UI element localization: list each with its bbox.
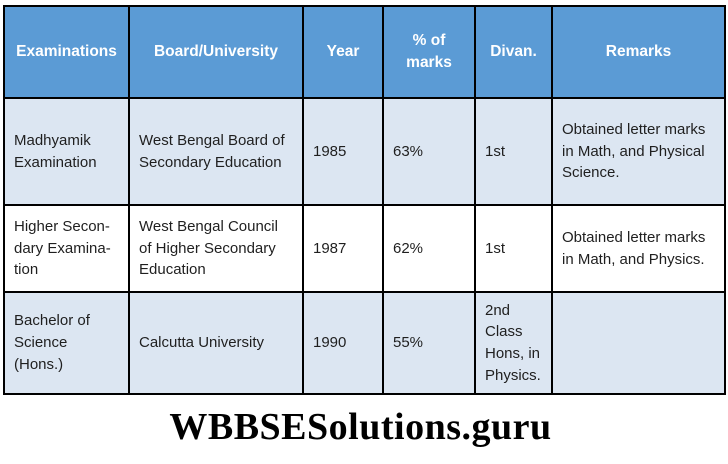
table-row: Madhyamik Examination West Bengal Board …	[3, 97, 726, 206]
cell-board: West Bengal Board of Secondary Education	[128, 97, 304, 206]
cell-year: 1987	[302, 204, 384, 293]
cell-examination: Higher Secon- dary Examina- tion	[3, 204, 130, 293]
cell-marks: 62%	[382, 204, 476, 293]
cell-division: 1st	[474, 204, 553, 293]
cell-examination: Madhyamik Examination	[3, 97, 130, 206]
column-header-remarks: Remarks	[551, 5, 726, 99]
cell-board: West Bengal Council of Higher Secondary …	[128, 204, 304, 293]
table-row: Higher Secon- dary Examina- tion West Be…	[3, 204, 726, 293]
cell-marks: 55%	[382, 291, 476, 395]
table-row: Bachelor of Science (Hons.) Calcutta Uni…	[3, 291, 726, 395]
column-header-examinations: Examinations	[3, 5, 130, 99]
column-header-percent-of-marks: % of marks	[382, 5, 476, 99]
column-header-year: Year	[302, 5, 384, 99]
column-header-board-university: Board/University	[128, 5, 304, 99]
column-header-division: Divan.	[474, 5, 553, 99]
cell-division: 1st	[474, 97, 553, 206]
cell-board: Calcutta University	[128, 291, 304, 395]
cell-remarks	[551, 291, 726, 395]
cell-marks: 63%	[382, 97, 476, 206]
table-header-row: Examinations Board/University Year % of …	[3, 5, 726, 99]
cell-examination: Bachelor of Science (Hons.)	[3, 291, 130, 395]
cell-year: 1990	[302, 291, 384, 395]
cell-remarks: Obtained letter marks in Math, and Physi…	[551, 97, 726, 206]
cell-remarks: Obtained letter marks in Math, and Physi…	[551, 204, 726, 293]
cell-year: 1985	[302, 97, 384, 206]
watermark-text: WBBSESolutions.guru	[169, 406, 552, 448]
cell-division: 2nd Class Hons, in Physics.	[474, 291, 553, 395]
qualifications-table: Examinations Board/University Year % of …	[3, 5, 726, 395]
